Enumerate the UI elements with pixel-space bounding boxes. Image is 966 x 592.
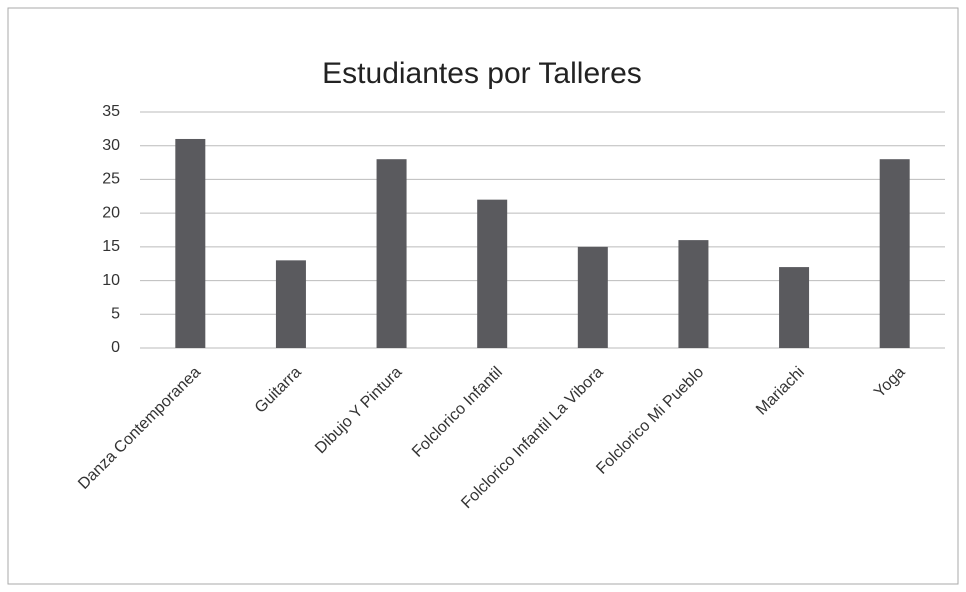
bar [577,246,608,348]
bar [779,267,810,348]
bar [477,199,508,348]
bar [175,138,206,348]
y-tick-label: 20 [102,204,120,221]
y-tick-label: 0 [111,339,120,356]
bar [879,159,910,348]
bar [275,260,306,348]
chart-title: Estudiantes por Talleres [322,57,642,90]
y-tick-label: 5 [111,306,120,323]
bar [376,159,407,348]
y-tick-label: 25 [102,171,120,188]
y-tick-label: 35 [102,103,120,120]
y-tick-label: 10 [102,272,120,289]
y-tick-label: 30 [102,137,120,154]
y-tick-label: 15 [102,238,120,255]
bar [678,240,709,348]
